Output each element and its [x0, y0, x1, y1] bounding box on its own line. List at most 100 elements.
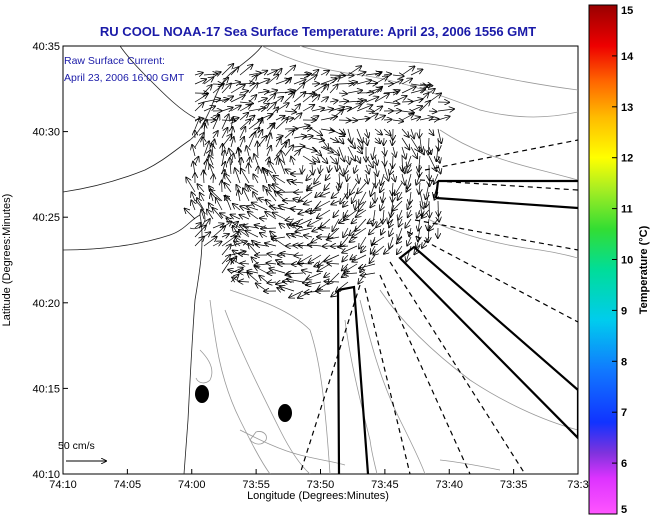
current-vector	[248, 75, 257, 85]
current-vector	[339, 138, 344, 144]
current-vector	[428, 111, 437, 112]
current-vector	[254, 154, 258, 166]
current-vector	[348, 155, 350, 164]
current-vector	[235, 168, 241, 184]
current-vector	[389, 218, 393, 227]
current-vector	[359, 263, 376, 268]
current-vector	[329, 138, 338, 142]
current-vector	[374, 128, 382, 135]
current-vector	[352, 254, 367, 262]
current-vector	[407, 164, 411, 173]
current-vector	[231, 137, 234, 148]
y-axis-label: Latitude (Degrees:Minutes)	[1, 194, 13, 327]
current-vector	[410, 99, 423, 102]
current-vector	[347, 66, 361, 76]
current-vector	[393, 200, 403, 211]
current-vector	[419, 128, 420, 138]
current-vector	[257, 71, 267, 75]
current-vector	[201, 210, 204, 220]
x-tick-label: 73:40	[435, 479, 463, 491]
current-vector	[332, 191, 340, 198]
current-vector	[192, 145, 195, 157]
current-vector	[203, 99, 220, 102]
current-vector	[324, 182, 331, 190]
current-vector	[284, 118, 293, 120]
current-vector	[302, 164, 303, 173]
current-vector	[337, 155, 339, 171]
current-vector	[320, 129, 334, 131]
plot-area: Raw Surface Current: April 23, 2006 16:0…	[58, 45, 579, 475]
current-vector	[357, 182, 367, 193]
current-vector	[273, 184, 286, 193]
current-vector	[329, 146, 339, 155]
current-vector	[347, 182, 348, 198]
current-vector	[267, 157, 269, 166]
current-vector	[356, 100, 366, 102]
y-tick-label: 40:15	[32, 383, 60, 395]
colorbar-tick-label: 6	[621, 458, 627, 470]
current-vector	[333, 209, 340, 217]
current-vector	[293, 104, 300, 112]
marker-dot-south	[278, 404, 292, 422]
current-vector	[329, 110, 343, 121]
current-vector	[212, 72, 221, 75]
current-vector	[221, 96, 233, 103]
current-vector	[311, 128, 322, 135]
colorbar-tick-label: 12	[621, 153, 633, 165]
current-vector	[384, 245, 394, 254]
current-vector	[230, 67, 239, 76]
current-vector	[372, 236, 385, 244]
current-vector	[259, 276, 268, 283]
current-vector	[365, 83, 377, 84]
current-vector	[366, 137, 367, 145]
y-tick-label: 40:35	[32, 41, 60, 53]
current-vector	[356, 209, 367, 217]
current-vector	[254, 264, 268, 265]
current-vector	[410, 146, 417, 158]
current-vector	[203, 232, 210, 237]
current-vector	[401, 114, 414, 121]
current-vector	[401, 79, 412, 85]
current-vector	[389, 227, 393, 236]
x-tick-label: 73:3	[567, 479, 588, 491]
current-vector	[347, 104, 361, 112]
current-vector	[429, 128, 434, 135]
current-vector	[347, 173, 348, 181]
current-vector	[197, 184, 205, 193]
current-vector	[397, 245, 403, 254]
current-vector	[304, 201, 313, 204]
current-vector	[248, 163, 249, 175]
colorbar-tick-label: 10	[621, 255, 633, 267]
current-vector	[203, 171, 204, 184]
current-vector	[365, 114, 378, 121]
current-vector	[338, 120, 351, 121]
scale-arrow-label: 50 cm/s	[58, 440, 95, 452]
current-vector	[401, 102, 413, 103]
current-vector	[271, 236, 286, 247]
current-annotation-line1: Raw Surface Current:	[64, 55, 165, 67]
current-vector	[257, 104, 269, 112]
colorbar-tick-label: 8	[621, 356, 627, 368]
current-vector	[365, 111, 374, 112]
current-vector	[380, 200, 384, 210]
current-vector	[344, 263, 358, 272]
current-vector	[392, 137, 393, 145]
current-vector	[397, 236, 403, 243]
current-vector	[221, 128, 228, 139]
current-vector	[383, 102, 399, 104]
current-vector	[381, 173, 384, 185]
current-vector	[338, 108, 351, 111]
current-vector	[307, 272, 322, 279]
current-vector	[356, 128, 363, 143]
current-vector	[320, 146, 333, 153]
current-vector	[212, 242, 222, 247]
current-vector	[248, 108, 265, 111]
current-vector	[344, 273, 358, 274]
current-vector	[302, 128, 312, 129]
current-vector	[375, 138, 380, 143]
current-vector	[374, 94, 389, 103]
current-vector	[287, 279, 304, 282]
current-vector	[370, 200, 375, 207]
current-vector	[212, 115, 219, 130]
